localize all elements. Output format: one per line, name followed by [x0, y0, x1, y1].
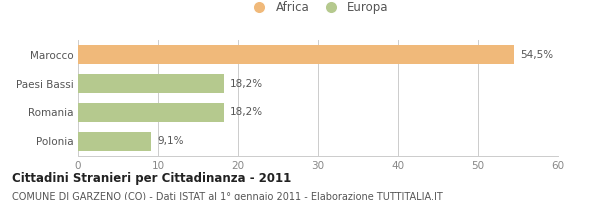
Text: Cittadini Stranieri per Cittadinanza - 2011: Cittadini Stranieri per Cittadinanza - 2… — [12, 172, 291, 185]
Bar — [78, 132, 151, 151]
Text: 54,5%: 54,5% — [520, 50, 554, 60]
Bar — [78, 103, 224, 122]
Bar — [78, 45, 514, 64]
Bar — [78, 74, 224, 93]
Text: COMUNE DI GARZENO (CO) - Dati ISTAT al 1° gennaio 2011 - Elaborazione TUTTITALIA: COMUNE DI GARZENO (CO) - Dati ISTAT al 1… — [12, 192, 443, 200]
Text: 18,2%: 18,2% — [230, 107, 263, 117]
Text: 9,1%: 9,1% — [157, 136, 184, 146]
Text: 18,2%: 18,2% — [230, 79, 263, 89]
Legend: Africa, Europa: Africa, Europa — [244, 0, 392, 17]
